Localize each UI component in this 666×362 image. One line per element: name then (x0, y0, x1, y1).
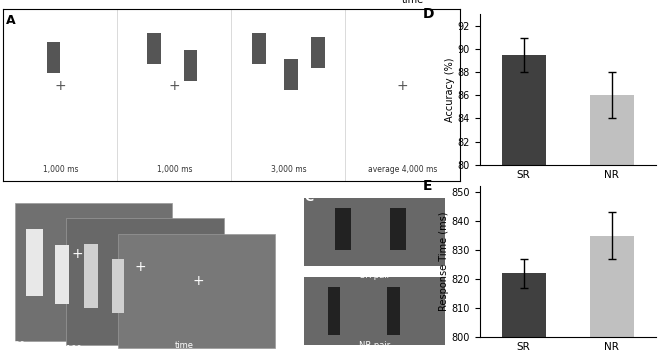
Text: time: time (175, 341, 194, 350)
Bar (304, 198, 445, 266)
Text: NR pair: NR pair (359, 341, 390, 350)
Bar (284, 59, 298, 90)
Bar (118, 233, 276, 348)
Bar (501, 55, 545, 362)
Bar (336, 208, 351, 251)
Text: B: B (9, 191, 19, 205)
Bar (390, 208, 406, 251)
Text: A: A (5, 14, 15, 27)
Bar (26, 228, 43, 296)
Text: 5150 ms: 5150 ms (133, 350, 168, 359)
Text: +: + (397, 79, 408, 93)
Text: 750 ms: 750 ms (9, 341, 40, 350)
Bar (252, 33, 266, 64)
Text: E: E (423, 179, 432, 193)
Text: 100 ms: 100 ms (67, 345, 97, 354)
Text: +: + (135, 260, 147, 274)
Bar (147, 33, 161, 64)
Bar (311, 37, 325, 68)
Y-axis label: Accuracy (%): Accuracy (%) (445, 57, 455, 122)
Text: +: + (192, 274, 204, 288)
Bar (328, 287, 340, 334)
Bar (83, 244, 98, 308)
Bar (55, 245, 69, 304)
Text: +: + (282, 79, 294, 93)
Bar (67, 218, 224, 345)
Bar (304, 277, 445, 345)
Text: 1,000 ms: 1,000 ms (43, 165, 78, 174)
Text: +: + (72, 247, 84, 261)
Bar (47, 42, 61, 73)
Text: +: + (168, 79, 180, 93)
Text: SR pair: SR pair (360, 271, 390, 279)
Text: time: time (402, 0, 424, 5)
Bar (590, 95, 634, 362)
Text: 1,000 ms: 1,000 ms (157, 165, 192, 174)
Text: average 4,000 ms: average 4,000 ms (368, 165, 437, 174)
Bar (590, 236, 634, 362)
Bar (184, 50, 197, 81)
Bar (112, 259, 124, 313)
Text: 3,000 ms: 3,000 ms (270, 165, 306, 174)
Bar (501, 273, 545, 362)
Text: +: + (55, 79, 66, 93)
Text: C: C (304, 191, 313, 205)
Bar (15, 203, 172, 341)
Y-axis label: Response Time (ms): Response Time (ms) (438, 212, 448, 311)
Bar (387, 287, 400, 334)
Text: D: D (423, 7, 434, 21)
